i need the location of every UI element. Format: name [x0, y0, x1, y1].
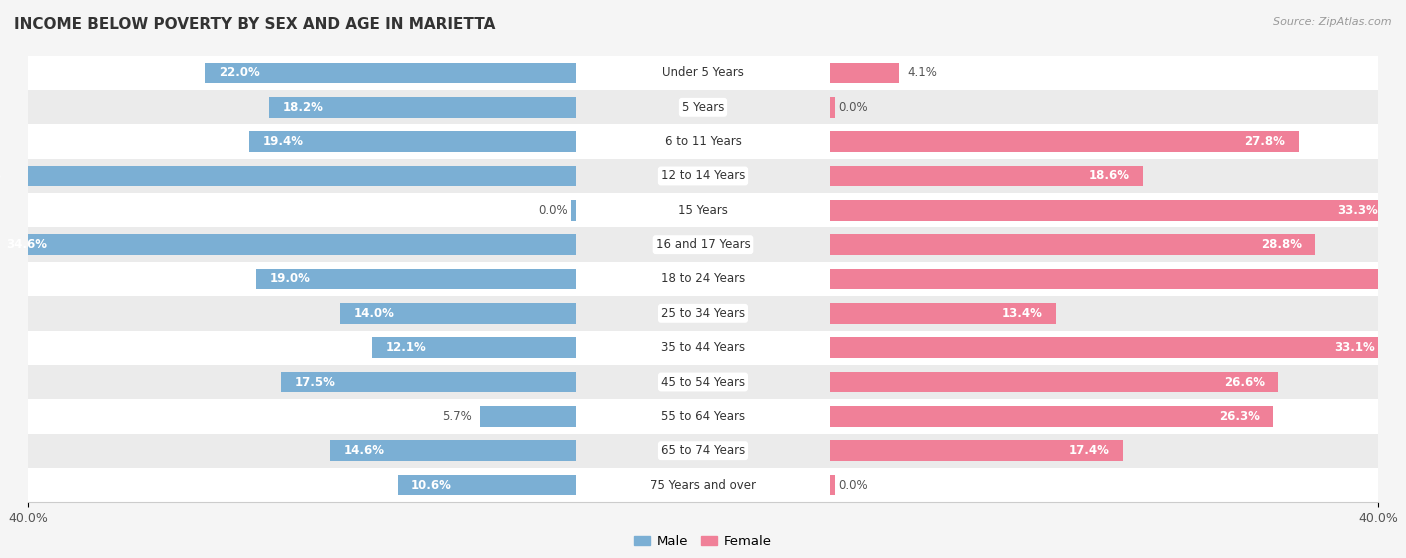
- Bar: [571, 200, 576, 220]
- Text: 35 to 44 Years: 35 to 44 Years: [661, 341, 745, 354]
- Text: Under 5 Years: Under 5 Years: [662, 66, 744, 79]
- Bar: [28, 296, 1378, 330]
- Text: 34.6%: 34.6%: [6, 238, 48, 251]
- Bar: [830, 131, 1299, 152]
- Bar: [830, 200, 1392, 220]
- Bar: [28, 365, 1378, 399]
- Bar: [0, 234, 576, 255]
- Text: 0.0%: 0.0%: [838, 101, 868, 114]
- Text: 22.0%: 22.0%: [219, 66, 260, 79]
- Text: 45 to 54 Years: 45 to 54 Years: [661, 376, 745, 388]
- Text: 65 to 74 Years: 65 to 74 Years: [661, 444, 745, 457]
- Text: 33.1%: 33.1%: [1334, 341, 1375, 354]
- Bar: [830, 166, 1143, 186]
- Text: 26.3%: 26.3%: [1219, 410, 1260, 423]
- Text: 26.6%: 26.6%: [1223, 376, 1265, 388]
- Bar: [481, 406, 576, 427]
- Text: 18.6%: 18.6%: [1088, 170, 1130, 182]
- Text: 6 to 11 Years: 6 to 11 Years: [665, 135, 741, 148]
- Bar: [270, 97, 576, 118]
- Bar: [28, 330, 1378, 365]
- Bar: [330, 440, 576, 461]
- Text: 33.3%: 33.3%: [1337, 204, 1378, 217]
- Text: 12.1%: 12.1%: [385, 341, 426, 354]
- Bar: [398, 475, 576, 496]
- Bar: [28, 262, 1378, 296]
- Text: 14.6%: 14.6%: [343, 444, 385, 457]
- Text: 19.0%: 19.0%: [270, 272, 311, 286]
- Text: 28.8%: 28.8%: [1261, 238, 1302, 251]
- Bar: [28, 159, 1378, 193]
- Text: 0.0%: 0.0%: [838, 479, 868, 492]
- Bar: [28, 228, 1378, 262]
- Text: 5 Years: 5 Years: [682, 101, 724, 114]
- Bar: [205, 62, 576, 83]
- Text: 75 Years and over: 75 Years and over: [650, 479, 756, 492]
- Text: 17.4%: 17.4%: [1069, 444, 1109, 457]
- Bar: [28, 399, 1378, 434]
- Bar: [0, 166, 576, 186]
- Bar: [830, 303, 1056, 324]
- Text: Source: ZipAtlas.com: Source: ZipAtlas.com: [1274, 17, 1392, 27]
- Bar: [28, 468, 1378, 502]
- Bar: [256, 269, 576, 289]
- Bar: [830, 475, 835, 496]
- Bar: [830, 406, 1274, 427]
- Text: 4.1%: 4.1%: [907, 66, 936, 79]
- Bar: [830, 234, 1316, 255]
- Bar: [340, 303, 576, 324]
- Text: 18.2%: 18.2%: [283, 101, 323, 114]
- Bar: [28, 56, 1378, 90]
- Text: 10.6%: 10.6%: [411, 479, 451, 492]
- Text: 13.4%: 13.4%: [1001, 307, 1042, 320]
- Bar: [830, 440, 1123, 461]
- Bar: [281, 372, 576, 392]
- Text: 16 and 17 Years: 16 and 17 Years: [655, 238, 751, 251]
- Text: 18 to 24 Years: 18 to 24 Years: [661, 272, 745, 286]
- Text: 17.5%: 17.5%: [295, 376, 336, 388]
- Bar: [28, 124, 1378, 159]
- Text: 27.8%: 27.8%: [1244, 135, 1285, 148]
- Bar: [830, 269, 1406, 289]
- Text: 55 to 64 Years: 55 to 64 Years: [661, 410, 745, 423]
- Bar: [830, 62, 898, 83]
- Text: INCOME BELOW POVERTY BY SEX AND AGE IN MARIETTA: INCOME BELOW POVERTY BY SEX AND AGE IN M…: [14, 17, 495, 32]
- Text: 5.7%: 5.7%: [441, 410, 472, 423]
- Text: 15 Years: 15 Years: [678, 204, 728, 217]
- Text: 19.4%: 19.4%: [263, 135, 304, 148]
- Bar: [830, 97, 835, 118]
- Bar: [28, 434, 1378, 468]
- Bar: [830, 338, 1388, 358]
- Bar: [28, 193, 1378, 228]
- Bar: [373, 338, 576, 358]
- Text: 0.0%: 0.0%: [538, 204, 568, 217]
- Bar: [249, 131, 576, 152]
- Text: 12 to 14 Years: 12 to 14 Years: [661, 170, 745, 182]
- Bar: [830, 372, 1278, 392]
- Legend: Male, Female: Male, Female: [628, 530, 778, 554]
- Text: 25 to 34 Years: 25 to 34 Years: [661, 307, 745, 320]
- Text: 14.0%: 14.0%: [354, 307, 395, 320]
- Bar: [28, 90, 1378, 124]
